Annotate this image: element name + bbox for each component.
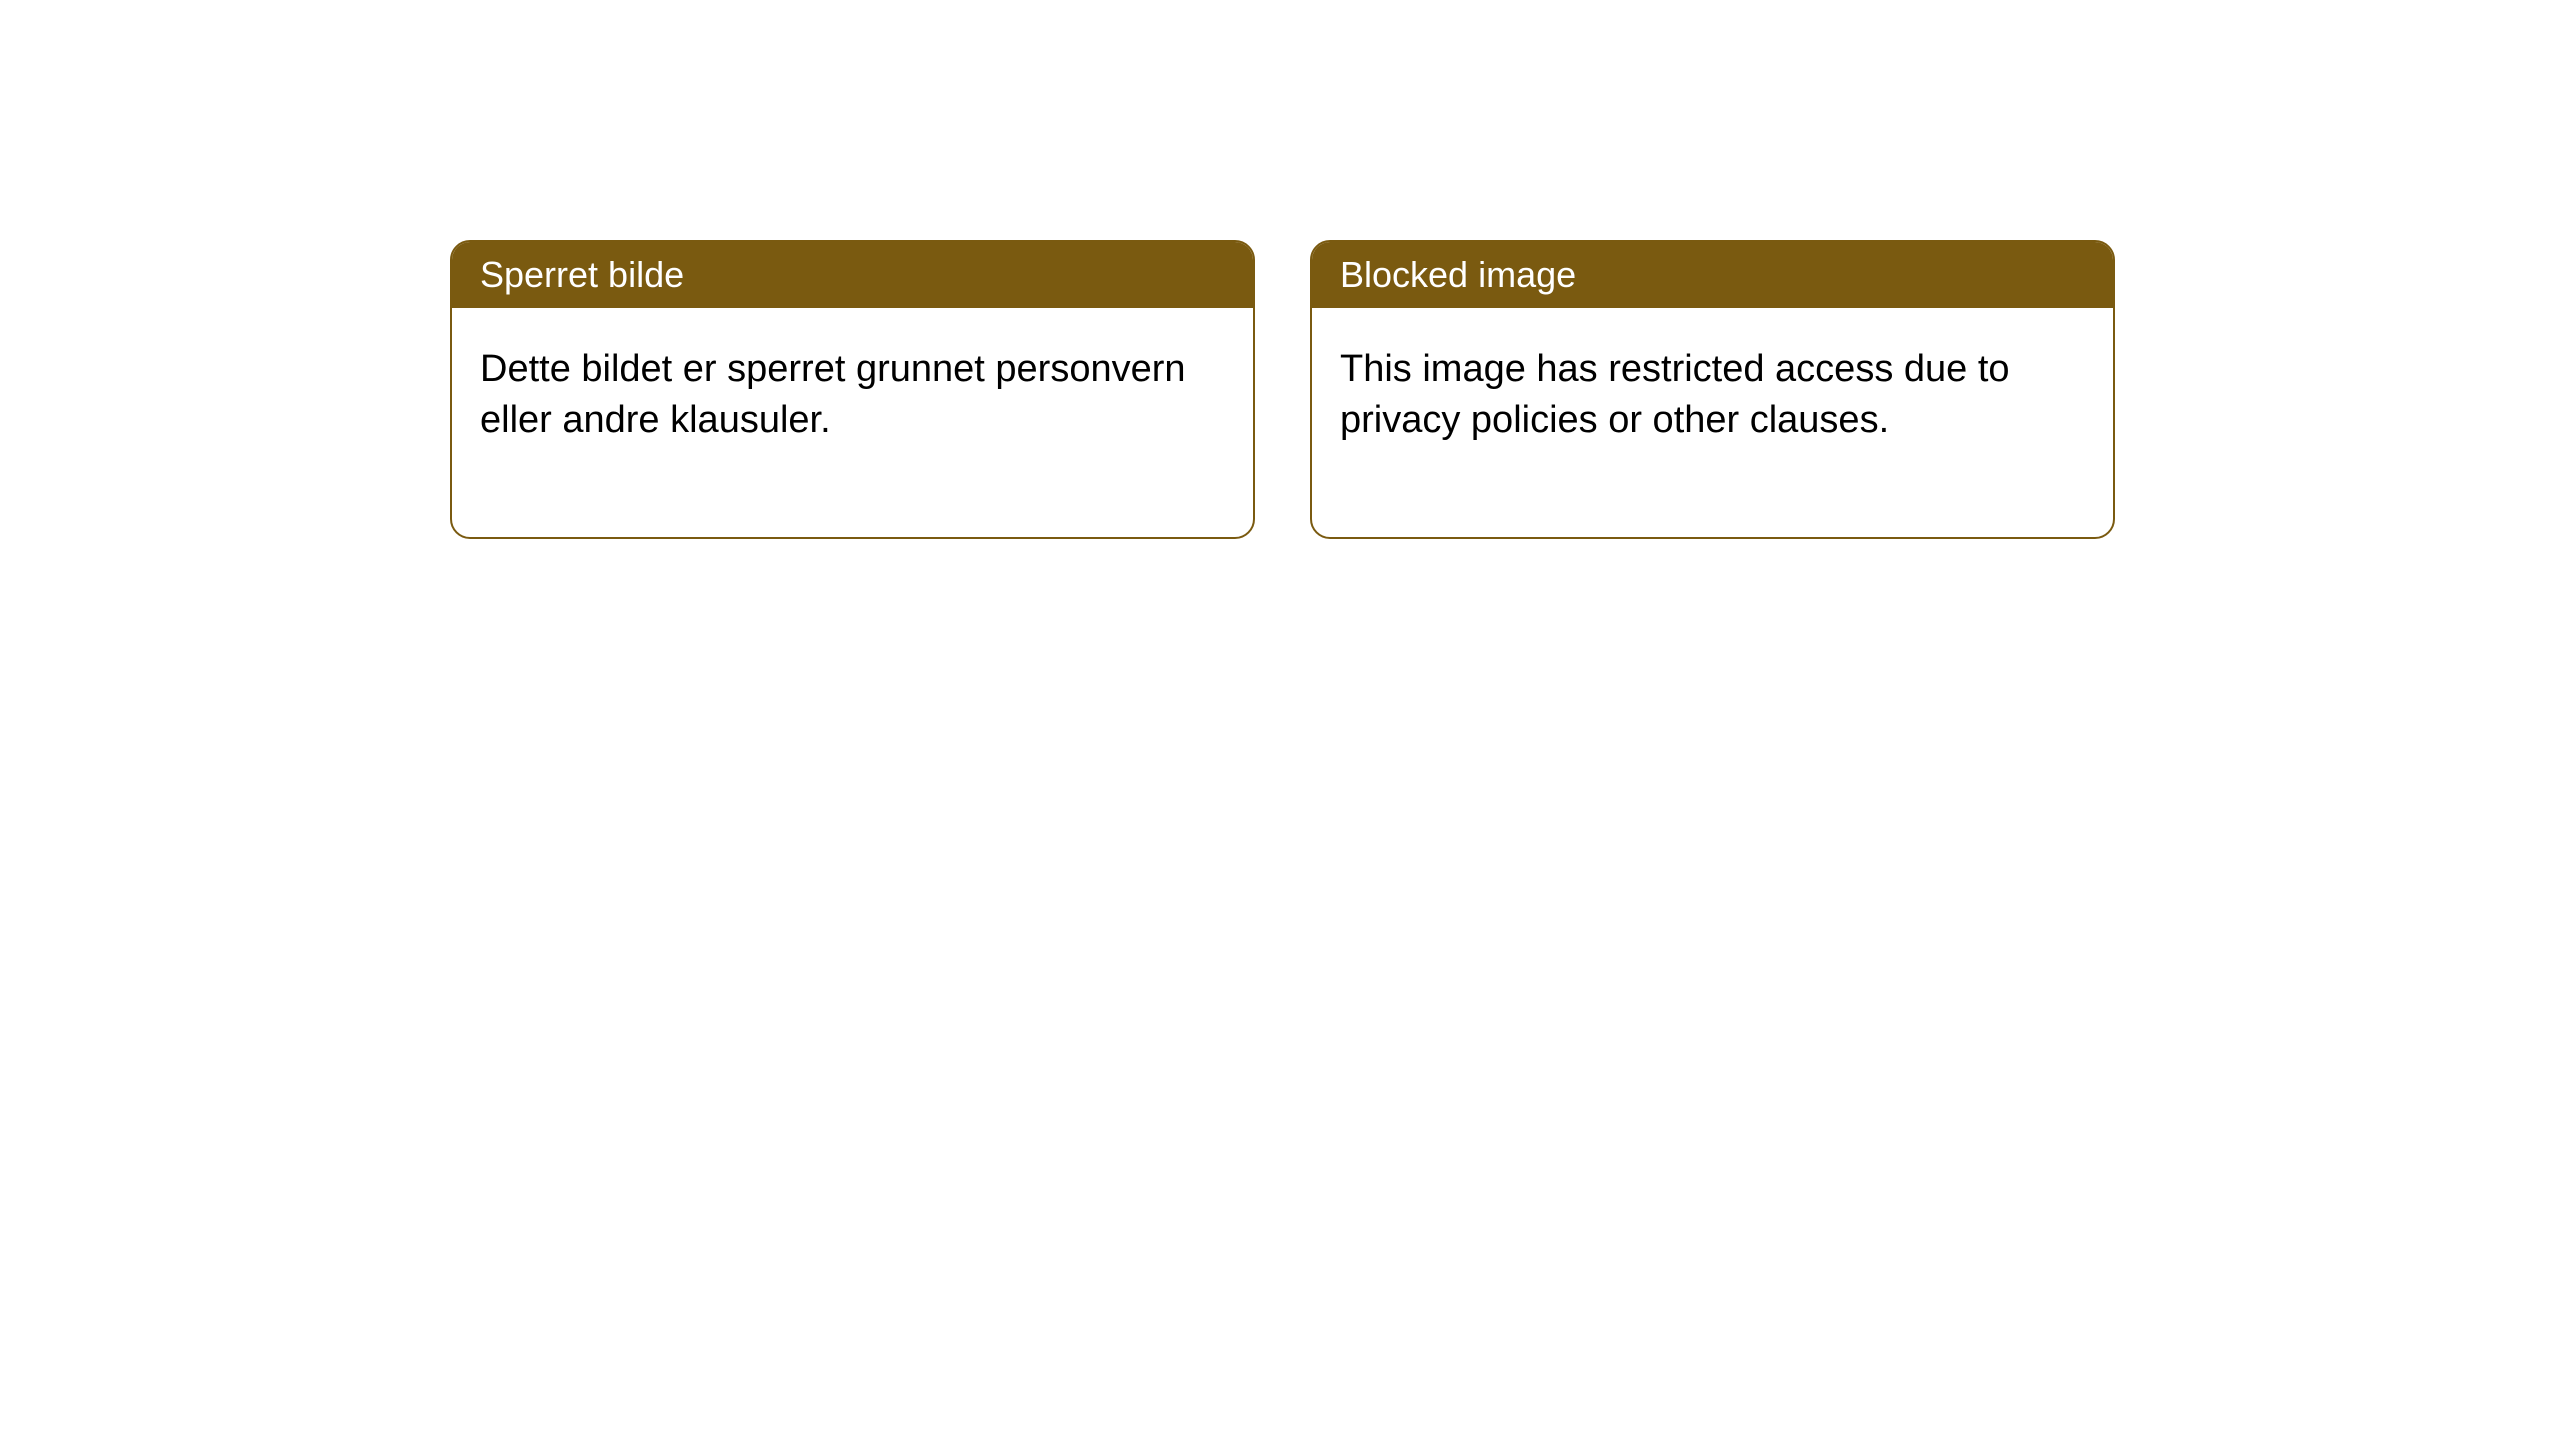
notice-body-english: This image has restricted access due to … xyxy=(1312,308,2113,537)
notice-body-norwegian: Dette bildet er sperret grunnet personve… xyxy=(452,308,1253,537)
notice-container: Sperret bilde Dette bildet er sperret gr… xyxy=(450,240,2115,539)
notice-title-english: Blocked image xyxy=(1312,242,2113,308)
notice-title-norwegian: Sperret bilde xyxy=(452,242,1253,308)
notice-card-norwegian: Sperret bilde Dette bildet er sperret gr… xyxy=(450,240,1255,539)
notice-card-english: Blocked image This image has restricted … xyxy=(1310,240,2115,539)
